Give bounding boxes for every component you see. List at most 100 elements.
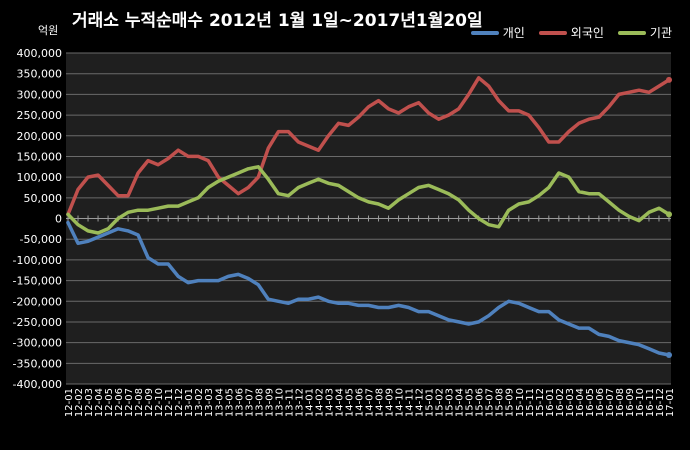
- x-tick-label: 12-10: [154, 388, 165, 417]
- x-tick-label: 15-07: [485, 388, 496, 417]
- x-tick-label: 15-02: [435, 388, 446, 417]
- y-tick-label: 250,000: [17, 109, 63, 122]
- y-tick-label: -100,000: [13, 254, 62, 267]
- x-tick-label: 16-06: [595, 388, 606, 417]
- x-tick-label: 12-01: [64, 388, 75, 417]
- x-tick-label: 12-03: [84, 388, 95, 417]
- series-end-point-foreign: [666, 76, 672, 83]
- x-tick-label: 16-08: [615, 388, 626, 417]
- x-tick-label: 15-04: [455, 388, 466, 417]
- x-tick-label: 12-07: [124, 388, 135, 417]
- x-tick-label: 16-04: [575, 388, 586, 417]
- x-tick-label: 13-08: [254, 388, 265, 417]
- y-tick-label: 350,000: [17, 68, 63, 81]
- x-tick-label: 13-02: [194, 388, 205, 417]
- x-tick-label: 15-01: [425, 388, 436, 417]
- x-tick-label: 12-02: [74, 388, 85, 417]
- x-tick-label: 16-07: [605, 388, 616, 417]
- grid-layer: [66, 52, 671, 385]
- x-tick-label: 12-09: [144, 388, 155, 417]
- x-tick-label: 15-05: [465, 388, 476, 417]
- x-tick-label: 16-12: [655, 388, 666, 417]
- y-tick-label: -200,000: [13, 295, 62, 308]
- series-line-foreign: [66, 76, 671, 217]
- y-tick-label: 300,000: [17, 88, 63, 101]
- y-tick-label: -150,000: [13, 275, 62, 288]
- x-tick-label: 15-03: [445, 388, 456, 417]
- x-tick-label: 13-01: [184, 388, 195, 417]
- unit-label: 억원: [38, 24, 59, 37]
- x-tick-label: 13-07: [244, 388, 255, 417]
- y-tick-label: -300,000: [13, 337, 62, 350]
- x-tick-label: 16-05: [585, 388, 596, 417]
- x-tick-label: 14-08: [375, 388, 386, 417]
- series-line-institution: [66, 165, 671, 235]
- legend-label-institution: 기관: [649, 26, 672, 40]
- x-tick-label: 16-10: [635, 388, 646, 417]
- legend-label-individual: 개인: [502, 26, 525, 40]
- x-tick-label: 14-06: [354, 388, 365, 417]
- x-tick-label: 14-02: [314, 388, 325, 417]
- x-tick-label: 16-03: [565, 388, 576, 417]
- x-tick-label: 12-08: [134, 388, 145, 417]
- x-tick-label: 15-06: [475, 388, 486, 417]
- x-tick-label: 12-11: [164, 388, 175, 417]
- x-tick-label: 15-11: [525, 388, 536, 417]
- x-tick-label: 14-04: [334, 388, 345, 417]
- y-tick-label: -400,000: [13, 378, 62, 391]
- series-line-individual: [66, 220, 671, 357]
- series-end-point-individual: [666, 352, 672, 359]
- x-tick-label: 13-03: [204, 388, 215, 417]
- x-tick-label: 12-12: [174, 388, 185, 417]
- y-tick-label: -50,000: [20, 233, 62, 246]
- legend-item-institution: 기관: [617, 24, 672, 41]
- x-tick-label: 13-05: [224, 388, 235, 417]
- legend-swatch-individual: [470, 30, 499, 35]
- legend-swatch-institution: [617, 30, 646, 35]
- x-tick-label: 13-04: [214, 388, 225, 417]
- x-tick-label: 15-09: [505, 388, 516, 417]
- y-tick-label: -350,000: [13, 357, 62, 370]
- series-layer: [66, 76, 672, 359]
- legend-item-individual: 개인: [470, 24, 525, 41]
- x-tick-label: 16-01: [545, 388, 556, 417]
- legend-swatch-foreign: [538, 30, 567, 35]
- x-tick-label: 12-04: [94, 388, 105, 417]
- x-tick-label: 12-05: [104, 388, 115, 417]
- x-tick-label: 13-06: [234, 388, 245, 417]
- x-tick-label: 12-06: [114, 388, 125, 417]
- y-tick-label: 200,000: [17, 130, 63, 143]
- y-tick-label: 100,000: [17, 171, 63, 184]
- x-tick-label: 13-11: [284, 388, 295, 417]
- x-tick-label: 17-01: [665, 388, 676, 417]
- x-tick-label: 13-09: [264, 388, 275, 417]
- x-tick-label: 14-10: [395, 388, 406, 417]
- series-end-point-institution: [666, 211, 672, 218]
- x-tick-label: 15-10: [515, 388, 526, 417]
- y-tick-label: 400,000: [17, 47, 63, 60]
- y-tick-label: -250,000: [13, 316, 62, 329]
- legend-label-foreign: 외국인: [570, 26, 604, 40]
- legend-item-foreign: 외국인: [538, 24, 604, 41]
- x-tick-label: 14-09: [385, 388, 396, 417]
- y-tick-label: 0: [55, 213, 62, 226]
- chart-title: 거래소 누적순매수 2012년 1월 1일~2017년1월20일: [72, 11, 483, 31]
- x-tick-label: 15-12: [535, 388, 546, 417]
- x-tick-label: 14-01: [304, 388, 315, 417]
- x-tick-label: 14-11: [405, 388, 416, 417]
- axis-layer: 400,000 350,000 300,000 250,000 200,000 150,0…: [13, 47, 676, 417]
- x-tick-label: 14-07: [365, 388, 376, 417]
- x-tick-label: 13-10: [274, 388, 285, 417]
- x-tick-label: 14-03: [324, 388, 335, 417]
- y-tick-label: 50,000: [24, 192, 63, 205]
- x-tick-label: 16-11: [645, 388, 656, 417]
- x-tick-label: 14-05: [344, 388, 355, 417]
- y-tick-label: 150,000: [17, 150, 63, 163]
- x-tick-label: 14-12: [415, 388, 426, 417]
- x-tick-label: 13-12: [294, 388, 305, 417]
- legend: 개인 외국인 기관: [470, 24, 672, 41]
- x-tick-label: 16-09: [625, 388, 636, 417]
- x-tick-label: 16-02: [555, 388, 566, 417]
